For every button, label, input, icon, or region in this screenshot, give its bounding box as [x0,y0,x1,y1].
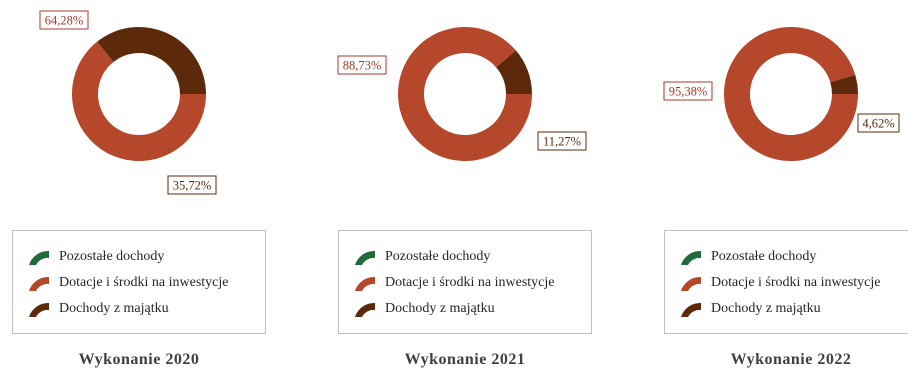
slice-dotacje [72,41,206,162]
green-arc-icon [681,250,701,265]
brown-arc-icon [355,302,375,317]
slice-majatek [830,74,858,94]
legend-label: Pozostałe dochody [711,249,817,264]
chart-caption: Wykonanie 2022 [730,351,852,368]
legend-label: Dochody z majątku [385,301,495,316]
legend-label: Dochody z majątku [59,301,169,316]
data-label-text: 35,72% [173,179,212,193]
chart-panel-2021: 88,73% 11,27% Pozostałe dochody Dotacje i… [326,0,626,373]
brown-arc-icon [29,302,49,317]
slice-dotacje [398,26,532,161]
data-label-text: 95,38% [669,85,708,99]
slice-majatek [97,27,206,95]
legend-item-majatek: Dochody z majątku [679,299,821,319]
donut-chart-2022: 95,38% 4,62% [663,26,900,161]
chart-panel-2022: 95,38% 4,62% Pozostałe dochody Dotacje i … [652,0,908,373]
legend-label: Pozostałe dochody [59,249,165,264]
data-label-text: 88,73% [343,59,382,73]
data-label-text: 11,27% [543,135,581,149]
legend-item-pozostale: Pozostałe dochody [353,247,490,267]
legend-item-dotacje: Dotacje i środki na inwestycje [679,273,881,293]
legend-label: Pozostałe dochody [385,249,491,264]
data-label-text: 4,62% [862,117,894,131]
red-arc-icon [681,276,701,291]
donut-chart-2021: 88,73% 11,27% [337,26,587,161]
brown-arc-icon [681,302,701,317]
data-label-majatek: 11,27% [537,131,587,151]
chart-caption: Wykonanie 2020 [78,351,200,368]
legend-2022: Pozostałe dochody Dotacje i środki na in… [664,230,908,334]
legend-item-pozostale: Pozostałe dochody [27,247,164,267]
slice-majatek [496,50,532,94]
data-label-majatek: 4,62% [857,113,900,133]
chart-caption: Wykonanie 2021 [404,351,526,368]
red-arc-icon [29,276,49,291]
data-label-text: 64,28% [45,14,84,28]
data-label-majatek: 35,72% [167,175,217,195]
data-label-dotacje: 64,28% [39,10,89,30]
data-label-dotacje: 88,73% [337,55,387,75]
legend-label: Dotacje i środki na inwestycje [59,275,229,290]
legend-item-majatek: Dochody z majątku [27,299,169,319]
legend-item-dotacje: Dotacje i środki na inwestycje [353,273,555,293]
legend-label: Dochody z majątku [711,301,821,316]
legend-item-pozostale: Pozostałe dochody [679,247,816,267]
red-arc-icon [355,276,375,291]
legend-label: Dotacje i środki na inwestycje [385,275,555,290]
legend-label: Dotacje i środki na inwestycje [711,275,881,290]
green-arc-icon [29,250,49,265]
legend-item-majatek: Dochody z majątku [353,299,495,319]
slice-dotacje [724,26,858,161]
data-label-dotacje: 95,38% [663,81,713,101]
chart-panel-2020: 64,28% 35,72% Pozostałe dochody Dotacje i… [0,0,300,373]
donut-chart-2020: 64,28% 35,72% [39,10,217,195]
legend-item-dotacje: Dotacje i środki na inwestycje [27,273,229,293]
legend-2021: Pozostałe dochody Dotacje i środki na in… [338,230,592,334]
legend-2020: Pozostałe dochody Dotacje i środki na in… [12,230,266,334]
green-arc-icon [355,250,375,265]
